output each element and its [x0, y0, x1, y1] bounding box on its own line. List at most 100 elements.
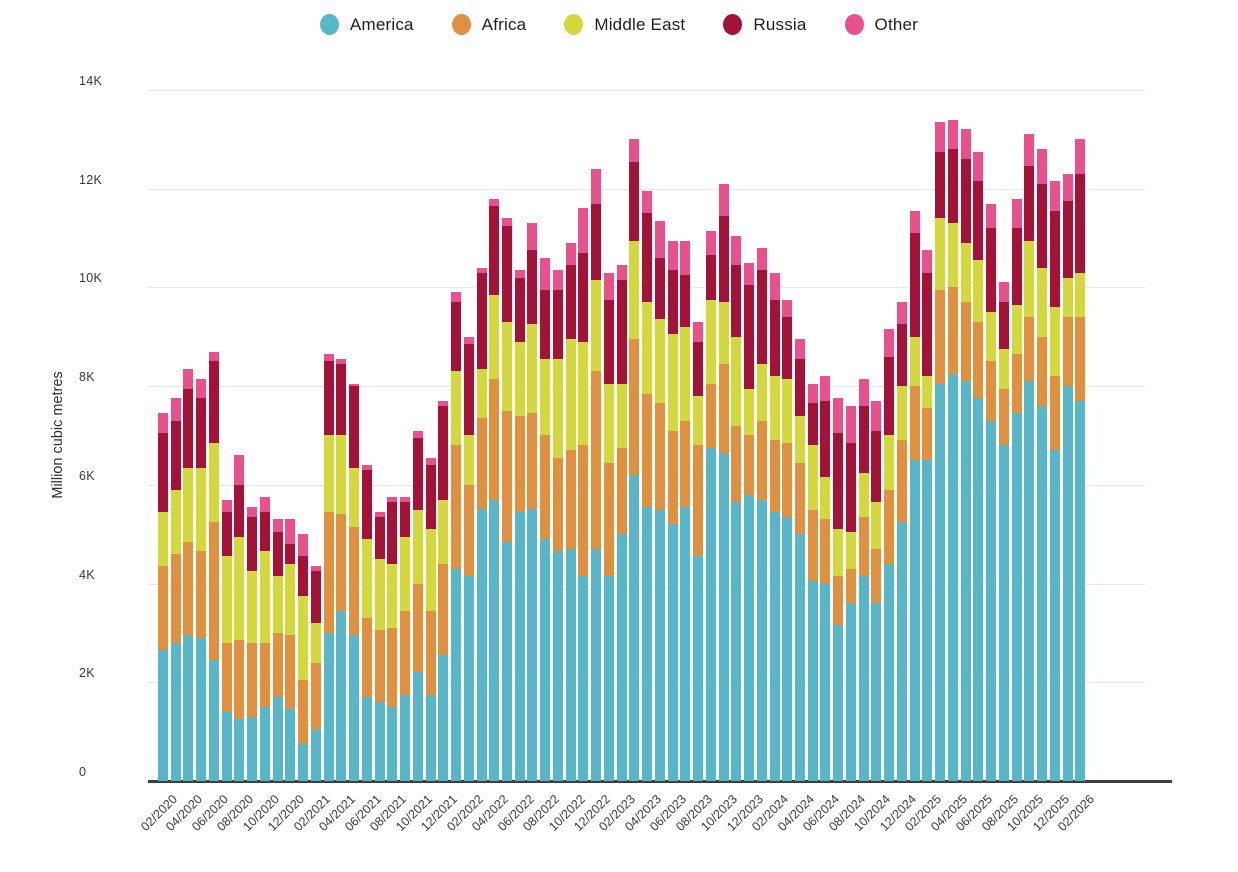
- bar-segment-russia[interactable]: [960, 159, 971, 243]
- bar-segment-middle-east[interactable]: [310, 623, 321, 663]
- legend-item-africa[interactable]: Africa: [451, 14, 527, 35]
- bar-segment-middle-east[interactable]: [1011, 304, 1022, 355]
- bar-segment-america[interactable]: [501, 541, 512, 781]
- bar-segment-russia[interactable]: [463, 344, 474, 436]
- bar-stack[interactable]: [667, 240, 678, 781]
- bar-segment-america[interactable]: [565, 548, 576, 781]
- bar-segment-other[interactable]: [705, 230, 716, 256]
- bar-segment-africa[interactable]: [884, 489, 895, 564]
- bar-segment-other[interactable]: [744, 262, 755, 285]
- bar-segment-russia[interactable]: [909, 233, 920, 337]
- bar-segment-russia[interactable]: [1062, 201, 1073, 278]
- bar-segment-russia[interactable]: [807, 403, 818, 446]
- bar-segment-other[interactable]: [183, 368, 194, 389]
- bar-segment-middle-east[interactable]: [616, 383, 627, 448]
- bar-segment-middle-east[interactable]: [896, 386, 907, 441]
- bar-segment-russia[interactable]: [718, 215, 729, 303]
- bar-segment-other[interactable]: [234, 455, 245, 485]
- bar-stack[interactable]: [845, 405, 856, 781]
- bar-segment-russia[interactable]: [603, 299, 614, 384]
- bar-segment-russia[interactable]: [871, 430, 882, 503]
- bar-segment-middle-east[interactable]: [705, 299, 716, 384]
- bar-segment-russia[interactable]: [451, 302, 462, 372]
- bar-segment-other[interactable]: [642, 191, 653, 214]
- bar-segment-america[interactable]: [705, 447, 716, 781]
- bar-segment-other[interactable]: [960, 129, 971, 160]
- bar-segment-africa[interactable]: [476, 418, 487, 510]
- bar-segment-other[interactable]: [782, 299, 793, 318]
- bar-segment-other[interactable]: [731, 235, 742, 266]
- bar-stack[interactable]: [349, 383, 360, 781]
- bar-segment-middle-east[interactable]: [884, 435, 895, 490]
- bar-stack[interactable]: [196, 378, 207, 781]
- bar-segment-america[interactable]: [769, 511, 780, 781]
- bar-segment-africa[interactable]: [374, 630, 385, 702]
- bar-stack[interactable]: [552, 270, 563, 781]
- bar-segment-america[interactable]: [412, 672, 423, 781]
- bar-segment-africa[interactable]: [1011, 354, 1022, 414]
- bar-stack[interactable]: [451, 292, 462, 781]
- bar-segment-other[interactable]: [476, 267, 487, 273]
- bar-segment-africa[interactable]: [463, 484, 474, 577]
- bar-segment-africa[interactable]: [552, 457, 563, 552]
- bar-segment-africa[interactable]: [642, 393, 653, 508]
- bar-segment-other[interactable]: [221, 499, 232, 512]
- bar-segment-russia[interactable]: [540, 289, 551, 359]
- bar-segment-russia[interactable]: [973, 181, 984, 261]
- bar-segment-america[interactable]: [1011, 413, 1022, 781]
- bar-segment-middle-east[interactable]: [336, 435, 347, 515]
- bar-segment-america[interactable]: [833, 625, 844, 781]
- bar-segment-russia[interactable]: [1037, 183, 1048, 268]
- bar-segment-russia[interactable]: [259, 511, 270, 552]
- bar-segment-middle-east[interactable]: [629, 240, 640, 340]
- bar-stack[interactable]: [298, 534, 309, 781]
- bar-stack[interactable]: [1062, 173, 1073, 781]
- bar-segment-russia[interactable]: [183, 388, 194, 468]
- bar-segment-russia[interactable]: [1075, 173, 1086, 273]
- bar-segment-africa[interactable]: [501, 410, 512, 542]
- bar-segment-america[interactable]: [400, 694, 411, 781]
- bar-segment-america[interactable]: [196, 637, 207, 781]
- bar-segment-middle-east[interactable]: [1037, 267, 1048, 337]
- bar-segment-africa[interactable]: [820, 519, 831, 584]
- bar-segment-middle-east[interactable]: [323, 435, 334, 512]
- bar-segment-russia[interactable]: [438, 405, 449, 500]
- bar-segment-america[interactable]: [922, 460, 933, 781]
- bar-segment-middle-east[interactable]: [400, 536, 411, 611]
- bar-segment-russia[interactable]: [680, 275, 691, 327]
- bar-segment-other[interactable]: [922, 250, 933, 273]
- bar-segment-other[interactable]: [947, 119, 958, 150]
- bar-segment-africa[interactable]: [514, 415, 525, 512]
- bar-segment-russia[interactable]: [285, 544, 296, 564]
- bar-segment-russia[interactable]: [820, 400, 831, 478]
- bar-segment-middle-east[interactable]: [654, 319, 665, 404]
- bar-segment-africa[interactable]: [935, 289, 946, 384]
- bar-stack[interactable]: [769, 272, 780, 781]
- bar-segment-america[interactable]: [425, 694, 436, 781]
- bar-segment-america[interactable]: [858, 576, 869, 781]
- bar-segment-middle-east[interactable]: [298, 595, 309, 680]
- bar-segment-america[interactable]: [578, 576, 589, 781]
- bar-segment-america[interactable]: [896, 521, 907, 781]
- bar-segment-africa[interactable]: [208, 521, 219, 661]
- bar-segment-africa[interactable]: [756, 420, 767, 500]
- bar-segment-middle-east[interactable]: [603, 383, 614, 463]
- bar-stack[interactable]: [425, 457, 436, 781]
- bar-segment-america[interactable]: [221, 711, 232, 781]
- bar-segment-america[interactable]: [374, 702, 385, 781]
- bar-segment-russia[interactable]: [170, 420, 181, 490]
- bar-segment-russia[interactable]: [998, 302, 1009, 350]
- bar-segment-africa[interactable]: [412, 583, 423, 673]
- bar-segment-russia[interactable]: [693, 341, 704, 396]
- bar-segment-russia[interactable]: [387, 502, 398, 564]
- bar-segment-middle-east[interactable]: [935, 218, 946, 290]
- bar-segment-russia[interactable]: [476, 272, 487, 369]
- bar-stack[interactable]: [1075, 139, 1086, 781]
- bar-segment-africa[interactable]: [629, 339, 640, 475]
- bar-stack[interactable]: [833, 398, 844, 781]
- bar-segment-middle-east[interactable]: [731, 336, 742, 426]
- bar-segment-other[interactable]: [756, 247, 767, 271]
- bar-segment-middle-east[interactable]: [909, 336, 920, 387]
- bar-segment-africa[interactable]: [336, 514, 347, 611]
- bar-segment-russia[interactable]: [642, 213, 653, 303]
